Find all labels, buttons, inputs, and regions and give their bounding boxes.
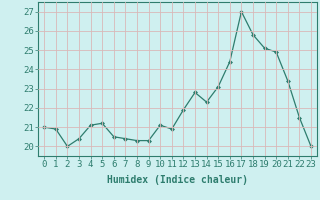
X-axis label: Humidex (Indice chaleur): Humidex (Indice chaleur) (107, 175, 248, 185)
